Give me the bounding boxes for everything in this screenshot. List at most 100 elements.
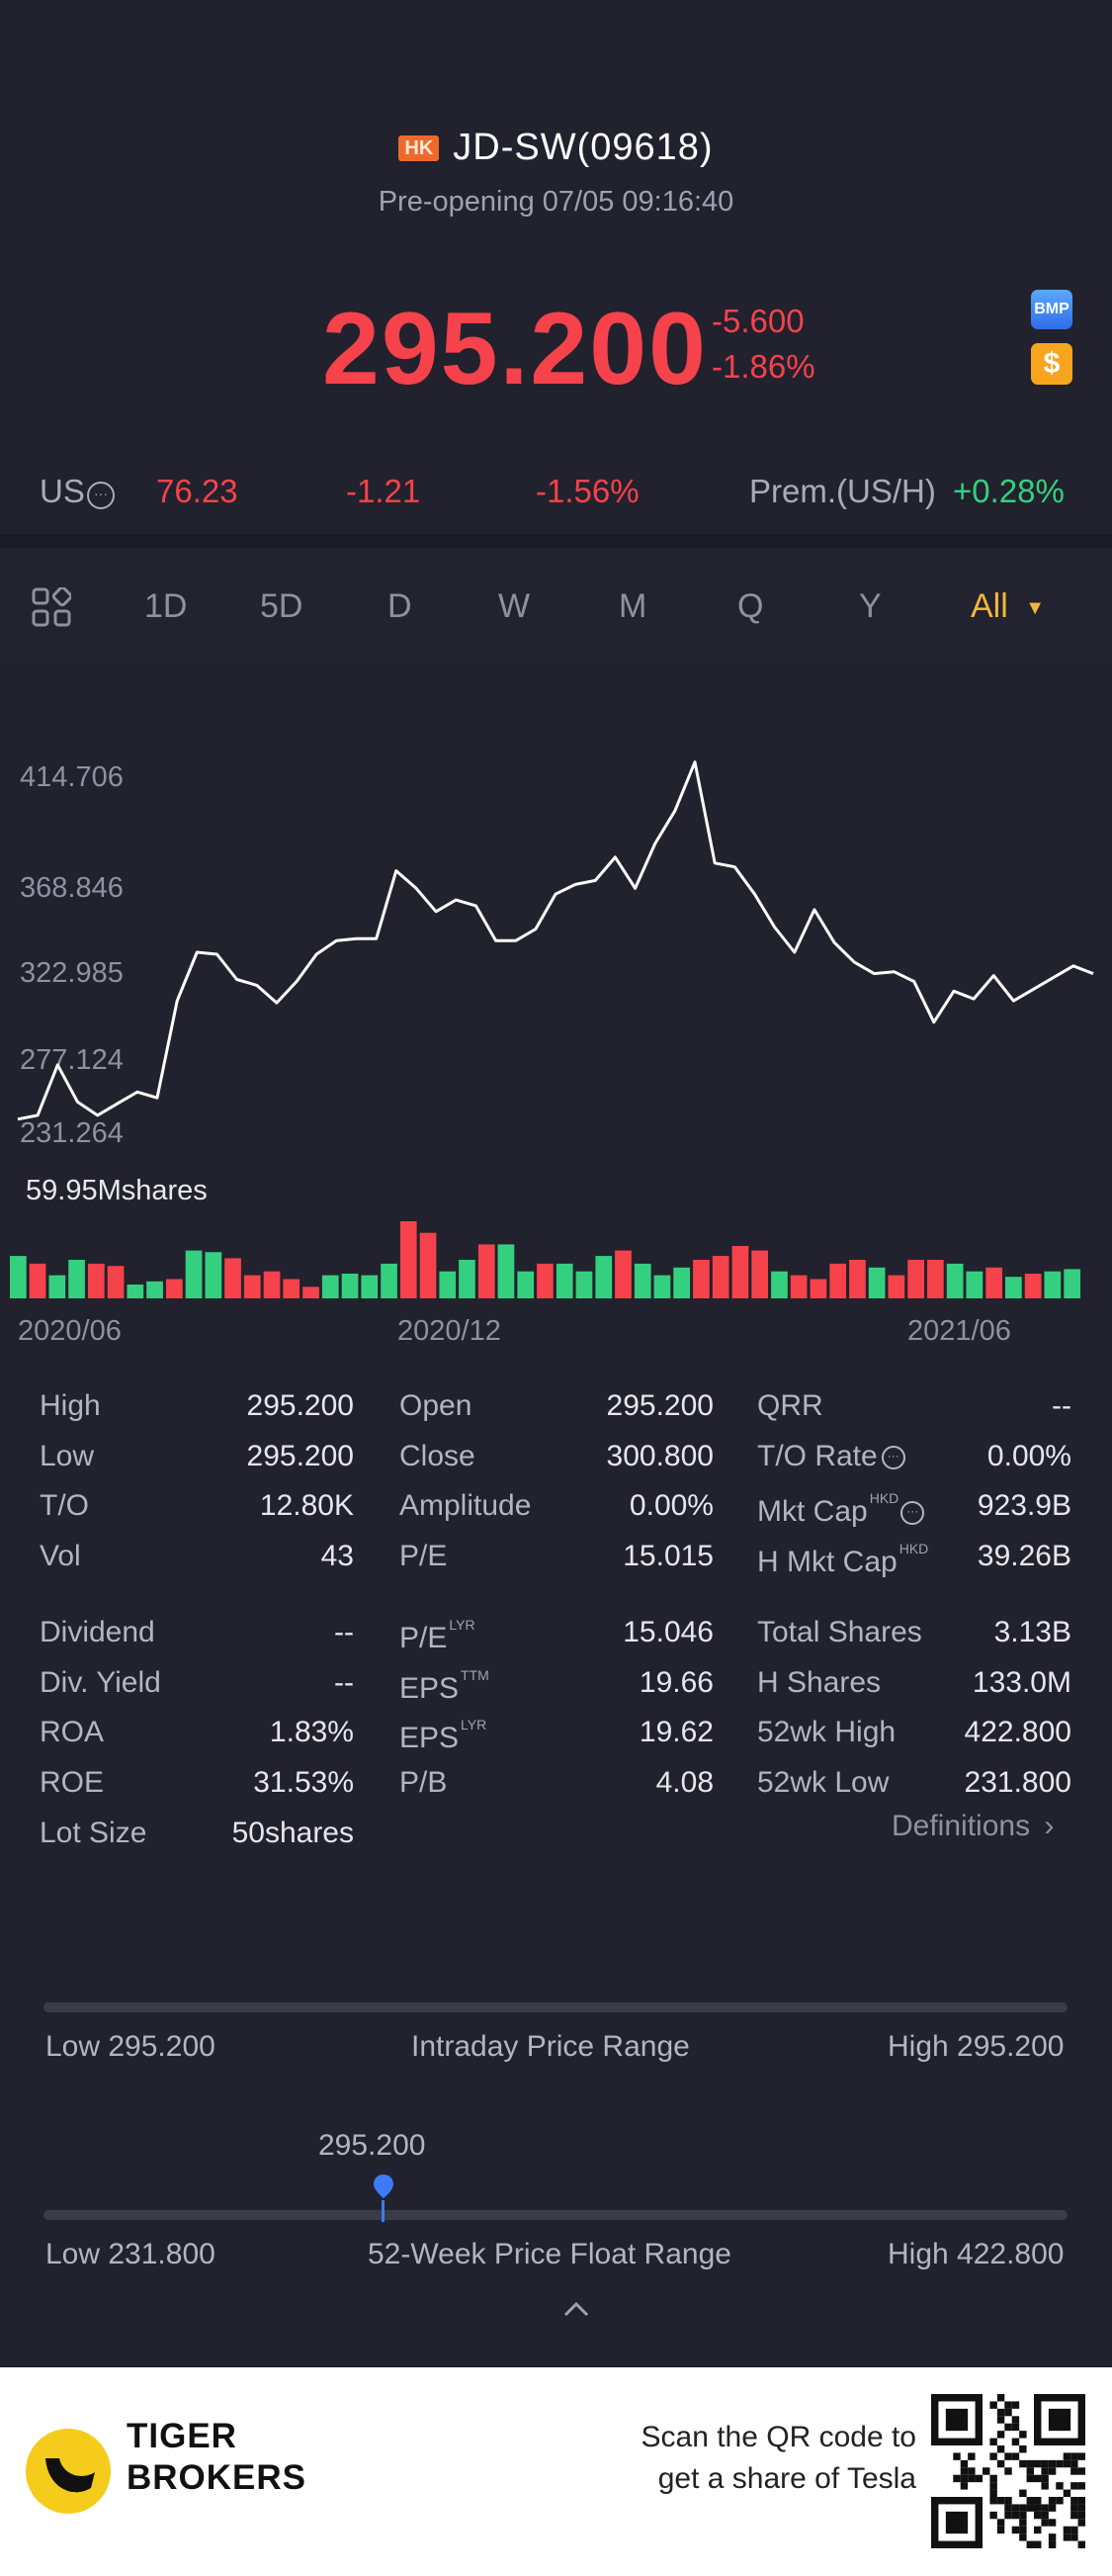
stat-label-text: Lot Size [40,1817,147,1849]
volume-bar [127,1285,144,1298]
x-tick-label: 2020/12 [397,1315,501,1347]
price-change-pct: -1.86% [712,348,815,385]
volume-bar [634,1263,651,1298]
stat-label-text: 52wk High [757,1716,897,1748]
tab-m[interactable]: M [619,587,647,625]
volume-bar [341,1274,359,1298]
tab-all-label: All [971,587,1008,625]
volume-bar [88,1263,105,1298]
stat-label: ROE [40,1766,104,1800]
volume-bar [751,1250,768,1298]
stat-value: -- [1052,1389,1071,1422]
stat-value: 31.53% [253,1766,354,1799]
us-quote-row[interactable]: US ··· 76.23 -1.21 -1.56% Prem.(US/H) +0… [0,473,1112,522]
volume-bar [537,1263,554,1298]
dollar-icon[interactable]: $ [1031,343,1072,385]
x-tick-label: 2021/06 [907,1315,1011,1347]
price-series-line [17,760,1094,1121]
stat-label: Div. Yield [40,1666,161,1700]
definitions-link[interactable]: Definitions › [892,1810,1054,1843]
volume-bar [849,1260,866,1298]
stat-value: 1.83% [269,1716,354,1748]
us-price: 76.23 [156,473,238,509]
stat-label: 52wk Low [757,1766,889,1800]
tab-all[interactable]: All ▼ [971,587,1045,626]
stat-label: P/E [399,1540,447,1573]
stock-title-row: HK JD-SW(09618) [0,127,1112,169]
stat-label-text: 52wk Low [757,1766,890,1799]
stat-value: 231.800 [964,1766,1071,1799]
bmp-icon[interactable]: BMP [1031,290,1072,329]
stat-label-text: Vol [40,1540,81,1572]
volume-bar [48,1275,66,1298]
volume-bar-chart [10,1221,1080,1298]
info-icon[interactable]: ··· [881,1446,905,1470]
stat-label-text: P/E [399,1622,448,1654]
more-info-icon[interactable]: ··· [87,482,115,509]
stat-label-text: QRR [757,1389,823,1422]
tab-1d[interactable]: 1D [144,587,188,625]
stat-value: 300.800 [606,1440,714,1472]
stat-value: 19.66 [639,1666,714,1699]
week52-marker [382,2200,385,2222]
volume-bar [166,1279,183,1298]
stat-label-text: EPS [399,1722,460,1754]
intraday-range-bar [43,2002,1068,2012]
us-change-pct: -1.56% [536,473,640,509]
volume-bar [243,1275,261,1298]
stock-title[interactable]: JD-SW(09618) [453,127,714,168]
layout-grid-icon[interactable] [32,587,71,627]
stat-label-text: Open [399,1389,472,1422]
intraday-title: Intraday Price Range [411,2030,690,2063]
stat-label-superscript: LYR [449,1617,475,1633]
week52-current-value: 295.200 [318,2129,426,2162]
volume-bar [399,1221,417,1298]
stat-label: Open [399,1389,471,1423]
info-icon[interactable]: ··· [900,1501,925,1526]
location-pin-icon [374,2175,393,2198]
stat-value: 295.200 [246,1440,354,1472]
tab-w[interactable]: W [498,587,531,625]
week52-range-bar [43,2210,1068,2220]
stat-label-text: Mkt Cap [757,1495,868,1528]
stat-value: 422.800 [964,1716,1071,1748]
volume-bar [810,1279,827,1298]
volume-bar [829,1263,846,1298]
stat-value: 4.08 [655,1766,714,1799]
volume-bar [302,1287,319,1298]
stat-value: 43 [320,1540,354,1572]
stat-label: H Shares [757,1666,881,1700]
y-tick-label: 414.706 [20,761,124,793]
stat-label-text: H Mkt Cap [757,1546,898,1578]
market-badge: HK [398,134,440,161]
stat-value: 133.0M [972,1666,1071,1699]
volume-bar [361,1275,379,1298]
volume-label: 59.95Mshares [26,1175,208,1206]
tab-5d[interactable]: 5D [260,587,303,625]
stat-label: EPS LYR [399,1717,486,1755]
volume-bar [321,1275,339,1298]
scan-text-line2: get a share of Tesla [657,2462,916,2495]
volume-bar [985,1267,1002,1298]
price-line-chart[interactable] [0,0,1112,1345]
stat-label-text: T/O Rate [757,1440,878,1472]
volume-bar [146,1281,163,1298]
stat-label-superscript: TTM [461,1667,489,1683]
dropdown-arrow-icon: ▼ [1025,596,1046,619]
tab-q[interactable]: Q [737,587,764,625]
chevron-right-icon: › [1044,1810,1055,1842]
us-label: US [40,473,85,509]
stat-label: Mkt Cap HKD··· [757,1490,925,1529]
stat-label: ROA [40,1716,104,1749]
stat-label-text: ROE [40,1766,105,1799]
premium-label: Prem.(US/H) [749,473,936,509]
tab-y[interactable]: Y [859,587,882,625]
tab-d[interactable]: D [387,587,412,625]
chevron-up-icon[interactable] [561,2300,591,2318]
stat-value: 3.13B [993,1616,1071,1648]
stat-label: Amplitude [399,1489,531,1523]
volume-bar [497,1244,515,1298]
stat-label-text: P/B [399,1766,448,1799]
y-tick-label: 231.264 [20,1117,124,1149]
stat-label: T/O Rate ··· [757,1440,905,1473]
